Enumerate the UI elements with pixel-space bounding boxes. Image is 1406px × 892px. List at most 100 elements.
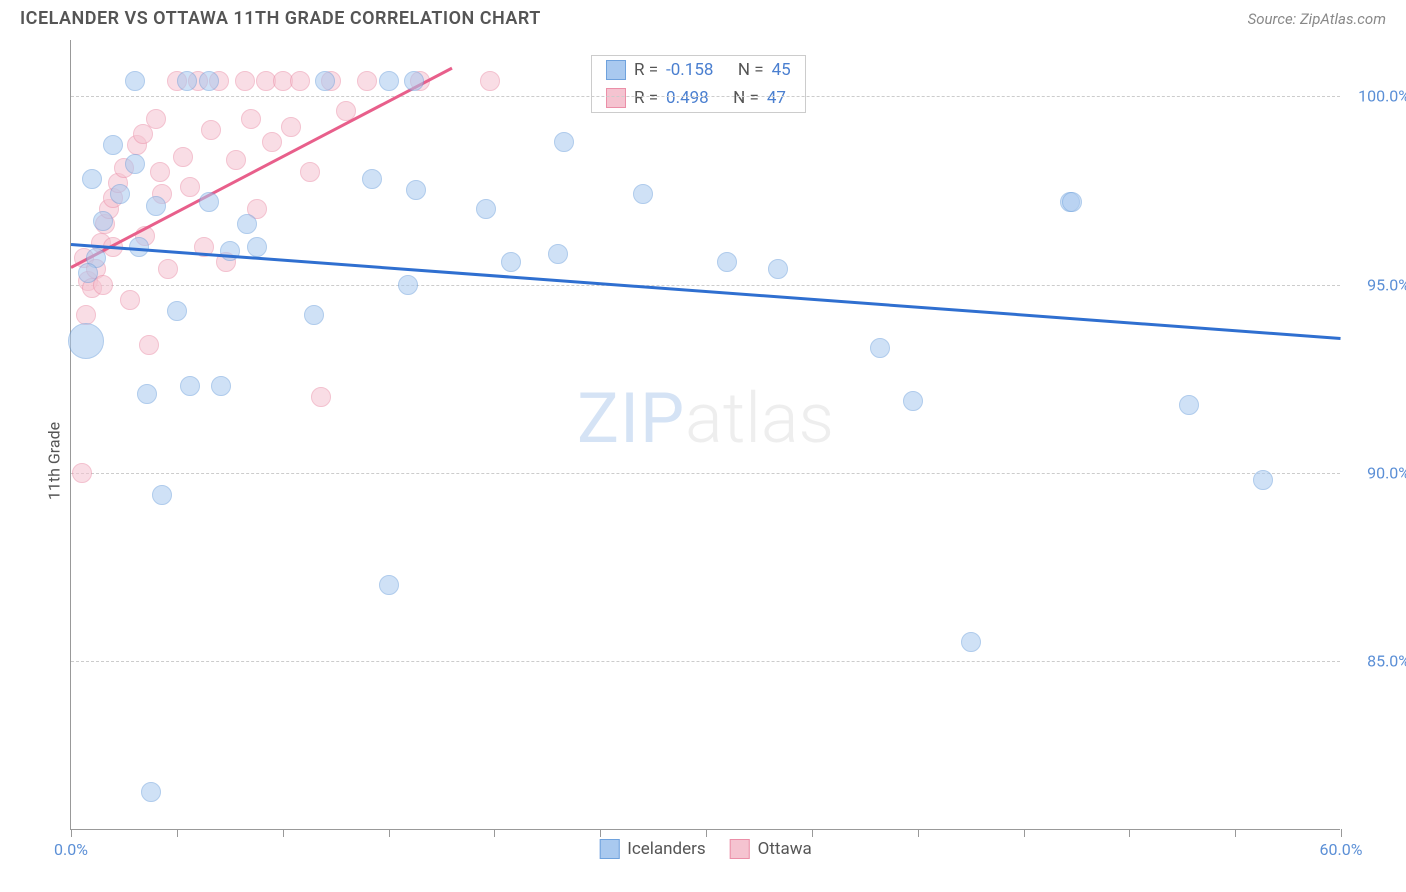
- r-value: 0.498: [666, 88, 709, 108]
- scatter-point: [480, 71, 500, 91]
- scatter-point: [180, 376, 200, 396]
- scatter-point: [406, 180, 426, 200]
- scatter-point: [152, 485, 172, 505]
- plot-area: ZIPatlas R = -0.158 N = 45 R = 0.498 N =…: [70, 40, 1340, 830]
- x-tick: [494, 829, 495, 837]
- gridline: [71, 661, 1340, 662]
- scatter-point: [237, 214, 257, 234]
- scatter-point: [150, 162, 170, 182]
- legend-label: Ottawa: [758, 839, 812, 859]
- scatter-point: [137, 384, 157, 404]
- scatter-point: [247, 237, 267, 257]
- x-tick-label: 60.0%: [1320, 840, 1363, 859]
- scatter-point: [311, 387, 331, 407]
- swatch-ottawa: [606, 88, 626, 108]
- swatch-ottawa: [730, 839, 750, 859]
- scatter-point: [304, 305, 324, 325]
- scatter-point: [201, 120, 221, 140]
- x-tick: [389, 829, 390, 837]
- chart-header: ICELANDER VS OTTAWA 11TH GRADE CORRELATI…: [0, 0, 1406, 33]
- scatter-point: [110, 184, 130, 204]
- scatter-point: [1062, 192, 1082, 212]
- y-tick-label: 95.0%: [1350, 275, 1406, 294]
- x-tick-label: 0.0%: [54, 840, 88, 859]
- scatter-point: [501, 252, 521, 272]
- chart-area: 11th Grade ZIPatlas R = -0.158 N = 45 R …: [20, 40, 1396, 882]
- scatter-point: [76, 305, 96, 325]
- n-label: N =: [733, 88, 759, 108]
- y-tick-label: 100.0%: [1350, 87, 1406, 106]
- swatch-icelanders: [599, 839, 619, 859]
- scatter-point: [717, 252, 737, 272]
- source-label: Source: ZipAtlas.com: [1248, 10, 1386, 28]
- r-value: -0.158: [666, 60, 713, 80]
- scatter-point: [177, 71, 197, 91]
- scatter-point: [235, 71, 255, 91]
- legend-item-icelanders: Icelanders: [599, 839, 705, 859]
- scatter-point: [315, 71, 335, 91]
- x-tick: [918, 829, 919, 837]
- scatter-point: [903, 391, 923, 411]
- scatter-point: [72, 463, 92, 483]
- r-label: R =: [634, 60, 658, 80]
- y-tick-label: 85.0%: [1350, 651, 1406, 670]
- scatter-point: [82, 169, 102, 189]
- scatter-point: [146, 196, 166, 216]
- scatter-point: [281, 117, 301, 137]
- x-tick: [71, 829, 72, 837]
- scatter-point: [300, 162, 320, 182]
- scatter-point: [167, 301, 187, 321]
- scatter-point: [125, 154, 145, 174]
- scatter-point: [173, 147, 193, 167]
- legend-label: Icelanders: [627, 839, 705, 859]
- x-tick: [1024, 829, 1025, 837]
- scatter-point: [379, 71, 399, 91]
- swatch-icelanders: [606, 60, 626, 80]
- scatter-point: [103, 135, 123, 155]
- scatter-point: [211, 376, 231, 396]
- scatter-point: [199, 192, 219, 212]
- scatter-point: [404, 71, 424, 91]
- bottom-legend: Icelanders Ottawa: [599, 839, 812, 859]
- trend-line: [71, 243, 1341, 340]
- scatter-point: [158, 259, 178, 279]
- n-value: 45: [772, 60, 791, 80]
- stats-box: R = -0.158 N = 45 R = 0.498 N = 47: [591, 55, 806, 113]
- n-value: 47: [767, 88, 786, 108]
- y-tick-label: 90.0%: [1350, 463, 1406, 482]
- gridline: [71, 96, 1340, 97]
- x-tick: [600, 829, 601, 837]
- watermark-zip: ZIP: [577, 378, 685, 460]
- scatter-point: [379, 575, 399, 595]
- x-tick: [1341, 829, 1342, 837]
- scatter-point: [290, 71, 310, 91]
- watermark: ZIPatlas: [577, 378, 834, 460]
- scatter-point: [1179, 395, 1199, 415]
- scatter-point: [1253, 470, 1273, 490]
- scatter-point: [226, 150, 246, 170]
- x-tick: [1129, 829, 1130, 837]
- scatter-point: [357, 71, 377, 91]
- stats-row-ottawa: R = 0.498 N = 47: [592, 84, 805, 112]
- scatter-point: [554, 132, 574, 152]
- gridline: [71, 473, 1340, 474]
- scatter-point: [139, 335, 159, 355]
- scatter-point: [120, 290, 140, 310]
- scatter-point: [146, 109, 166, 129]
- chart-title: ICELANDER VS OTTAWA 11TH GRADE CORRELATI…: [20, 8, 541, 29]
- stats-row-icelanders: R = -0.158 N = 45: [592, 56, 805, 84]
- legend-item-ottawa: Ottawa: [730, 839, 812, 859]
- watermark-atlas: atlas: [685, 378, 834, 460]
- scatter-point: [870, 338, 890, 358]
- scatter-point: [93, 211, 113, 231]
- scatter-point: [768, 259, 788, 279]
- scatter-point: [362, 169, 382, 189]
- x-tick: [1235, 829, 1236, 837]
- x-tick: [177, 829, 178, 837]
- scatter-point: [125, 71, 145, 91]
- scatter-point: [199, 71, 219, 91]
- gridline: [71, 285, 1340, 286]
- scatter-point: [548, 244, 568, 264]
- r-label: R =: [634, 88, 658, 108]
- scatter-point: [398, 275, 418, 295]
